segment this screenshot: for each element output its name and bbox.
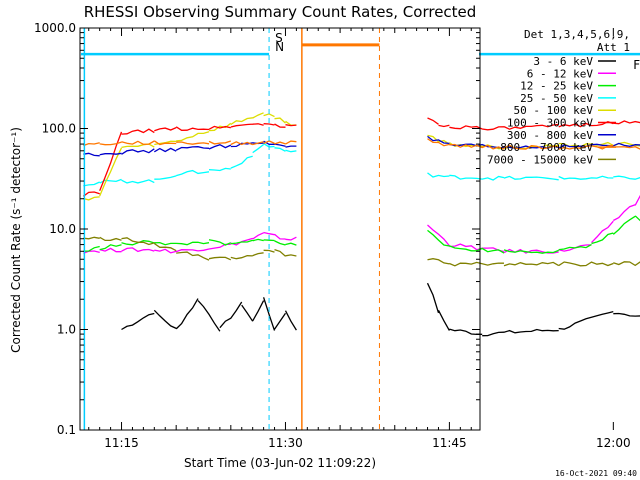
y-tick-label: 100.0 — [42, 122, 76, 136]
flag-f-label: F — [633, 58, 640, 72]
x-tick-label: 11:45 — [432, 436, 467, 450]
x-axis-label: Start Time (03-Jun-02 11:09:22) — [184, 456, 376, 470]
y-tick-label: 0.1 — [57, 423, 76, 437]
y-tick-label: 10.0 — [49, 222, 76, 236]
legend-label: 3 - 6 keV — [533, 55, 593, 68]
series-line — [83, 135, 640, 157]
y-tick-label: 1000.0 — [34, 21, 76, 35]
plot-frame — [79, 27, 481, 431]
series-lines — [82, 112, 640, 337]
annotation-layer: SN F — [81, 28, 640, 430]
series-line — [82, 117, 640, 197]
legend-label: 300 - 800 keV — [507, 129, 593, 142]
series-line — [121, 282, 640, 337]
y-tick-label: 1.0 — [57, 323, 76, 337]
legend-header-attenuator: Att 1 — [597, 41, 630, 54]
series-line — [83, 194, 640, 254]
legend-header-detectors: Det 1,3,4,5,6,9, — [524, 28, 630, 41]
legend-label: 7000 - 15000 keV — [487, 153, 593, 166]
legend-label: 6 - 12 keV — [527, 67, 594, 80]
x-tick-label: 11:15 — [104, 436, 139, 450]
x-tick-label: 11:30 — [268, 436, 303, 450]
generation-timestamp: 16-Oct-2021 09:40 — [555, 469, 637, 478]
legend-label: 25 - 50 keV — [520, 92, 593, 105]
flag-n-label: N — [275, 40, 284, 54]
y-axis-label: Corrected Count Rate (s⁻¹ detector⁻¹) — [9, 127, 23, 353]
flag-s-label: S — [275, 31, 283, 45]
y-axis-ticks: 0.1 1.0 10.0 100.0 1000.0 — [34, 21, 480, 437]
series-line — [83, 236, 640, 267]
legend-label: 800 - 7000 keV — [500, 141, 593, 154]
legend-label: 12 - 25 keV — [520, 80, 593, 93]
chart-title: RHESSI Observing Summary Count Rates, Co… — [84, 3, 477, 21]
x-tick-label: 12:00 — [596, 436, 631, 450]
legend-label: 50 - 100 keV — [514, 104, 594, 117]
series-line — [83, 215, 640, 254]
legend-label: 100 - 300 keV — [507, 117, 593, 130]
